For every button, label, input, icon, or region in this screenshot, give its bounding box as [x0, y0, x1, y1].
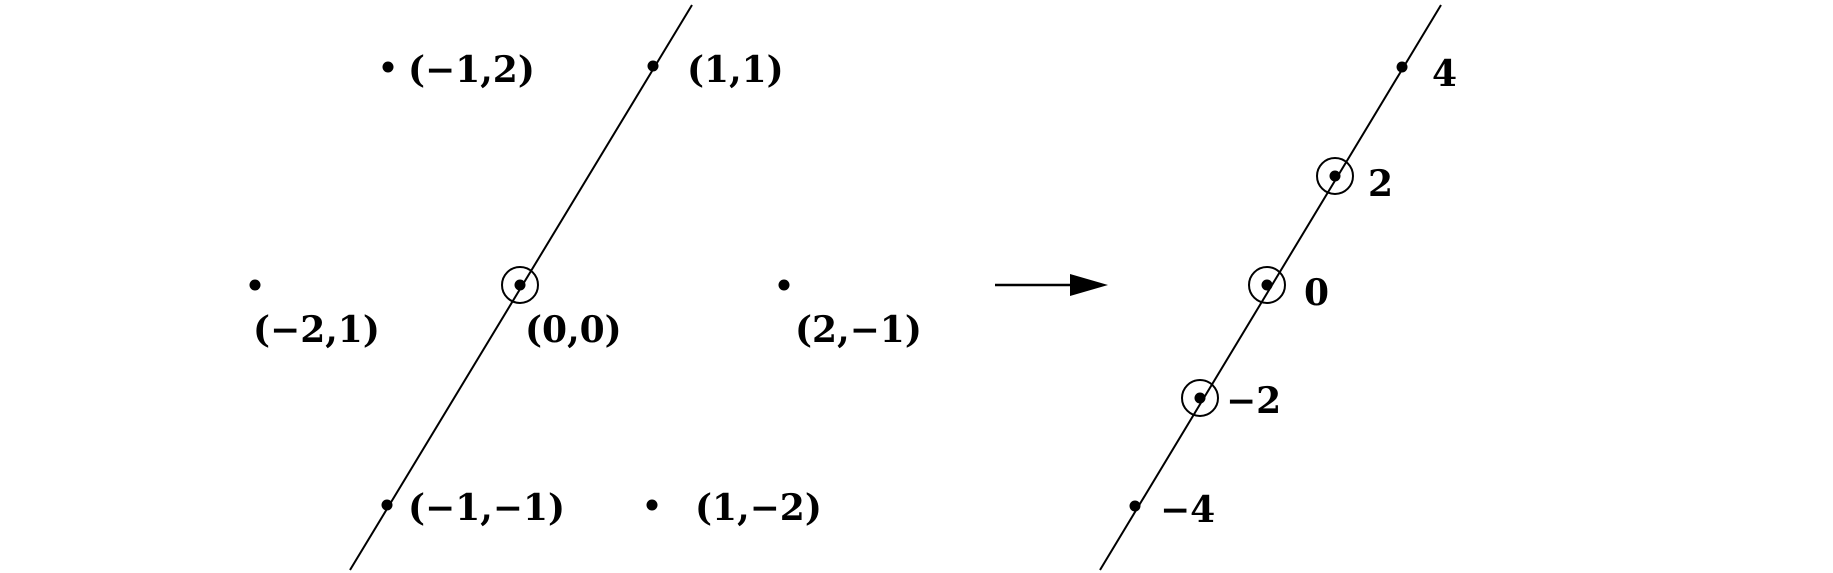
right-panel: 4 2 0 −2 −4: [1099, 4, 1457, 571]
highlight-ring: [1316, 157, 1354, 195]
highlight-ring: [1181, 379, 1219, 417]
point-dot: [1261, 279, 1273, 291]
point-dot: [381, 499, 393, 511]
point-dot: [1129, 500, 1141, 512]
point-label: (−1,2): [408, 49, 535, 91]
point-label: (1,−2): [695, 487, 822, 529]
point-label: −4: [1160, 489, 1215, 531]
arrow-icon: [995, 274, 1108, 296]
point-label: (0,0): [525, 309, 622, 351]
point-dot: [514, 279, 526, 291]
point-dot: [1396, 61, 1408, 73]
point-label: (−2,1): [253, 309, 380, 351]
point-label: 4: [1432, 53, 1457, 95]
left-panel: (−1,2) (1,1) (−2,1) (0,0) (2,−1) (−1,−1)…: [249, 4, 922, 571]
point-label: (1,1): [687, 49, 784, 91]
point-label: 2: [1368, 163, 1393, 205]
point-dot: [646, 499, 658, 511]
highlight-ring: [1248, 266, 1286, 304]
point-dot: [778, 279, 790, 291]
point-dot: [1329, 170, 1341, 182]
highlight-ring: [501, 266, 539, 304]
point-label: (2,−1): [795, 309, 922, 351]
point-label: −2: [1226, 380, 1281, 422]
point-label: (−1,−1): [408, 487, 565, 529]
point-dot: [382, 61, 394, 73]
point-dot: [1194, 392, 1206, 404]
point-dot: [249, 279, 261, 291]
point-dot: [647, 60, 659, 72]
point-label: 0: [1304, 272, 1329, 314]
